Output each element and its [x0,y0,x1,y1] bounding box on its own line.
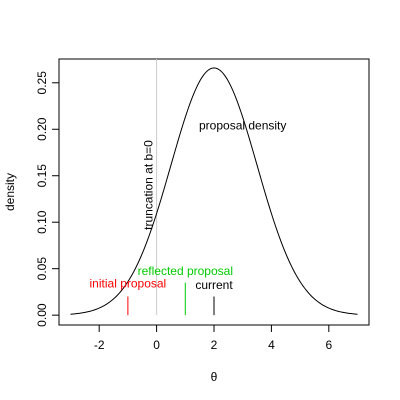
x-axis: -2 0 2 4 6 [94,324,332,352]
y-tick-label: 0.05 [35,257,49,281]
y-axis: 0.00 0.05 0.10 0.15 0.20 0.25 [35,71,60,327]
annotation-0: proposal density [199,118,286,132]
series-line-0 [70,67,358,315]
annotation-2: reflected proposal [138,264,233,278]
x-tick-label: -2 [94,338,105,352]
vertical-markers [127,59,215,316]
y-tick-label: 0.10 [35,210,49,234]
x-tick-label: 6 [325,338,332,352]
x-tick-label: 0 [153,338,160,352]
y-tick-label: 0.15 [35,164,49,188]
series-layer [70,67,358,315]
annotation-4: current [195,278,233,292]
annotation-3: initial proposal [90,276,167,290]
x-tick-label: 4 [268,338,275,352]
annotations: proposal density truncation at b=0 reflect… [90,118,287,292]
annotation-1: truncation at b=0 [141,140,155,230]
x-tick-label: 2 [211,338,218,352]
y-tick-label: 0.25 [35,71,49,95]
y-tick-label: 0.00 [35,303,49,327]
y-axis-label: density [3,173,17,211]
x-axis-label: θ [211,370,218,384]
y-tick-label: 0.20 [35,117,49,141]
